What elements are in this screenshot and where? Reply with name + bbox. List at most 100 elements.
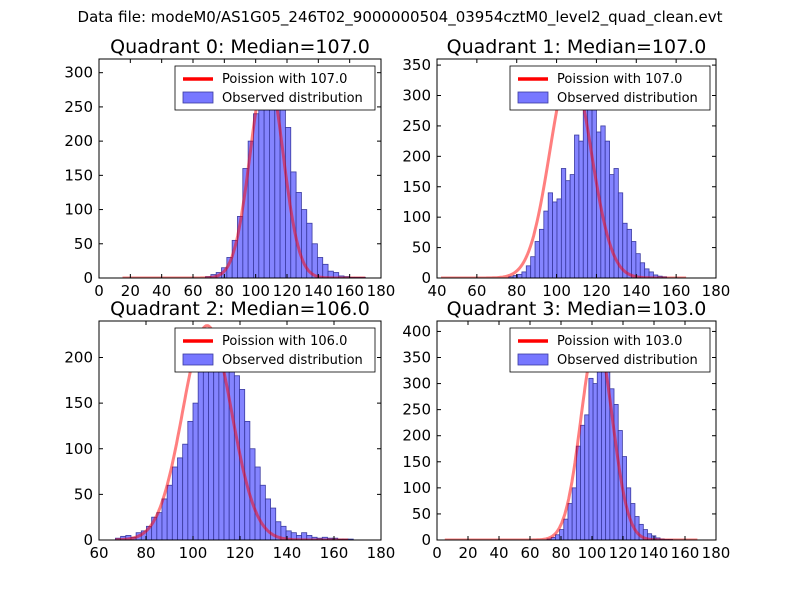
histogram-bar [171, 466, 178, 540]
legend-bar-swatch [182, 91, 214, 104]
histogram-bar [254, 466, 261, 540]
x-tick-label: 40 [152, 282, 171, 300]
x-tick-label: 160 [335, 282, 364, 300]
y-tick-label: 150 [64, 166, 93, 184]
histogram-bar [556, 198, 562, 278]
histogram-bar [569, 174, 575, 278]
chart-title: Quadrant 0: Median=107.0 [110, 36, 370, 58]
y-tick-label: 250 [64, 98, 93, 116]
histogram-bar [539, 228, 545, 278]
histogram-bar [584, 414, 590, 540]
x-tick-label: 100 [578, 544, 607, 562]
legend-bar-swatch [517, 353, 549, 366]
histogram-bar [559, 529, 565, 540]
histogram-bar [202, 357, 209, 540]
x-tick-label: 180 [367, 544, 396, 562]
y-tick-label: 0 [421, 269, 431, 287]
y-tick-label: 50 [74, 485, 93, 503]
x-tick-label: 40 [427, 282, 446, 300]
histogram-bar [565, 180, 571, 278]
x-tick-label: 80 [551, 544, 570, 562]
figure-suptitle: Data file: modeM0/AS1G05_246T02_90000005… [77, 8, 723, 26]
axes-frame [98, 58, 382, 279]
y-tick-label: 100 [402, 208, 431, 226]
histogram-bar [588, 377, 594, 540]
x-tick-label: 180 [702, 544, 731, 562]
x-tick-label: 20 [458, 544, 477, 562]
x-tick-label: 160 [662, 282, 691, 300]
quadrant-0-chart: 0 20 40 60 80 100 120 140 160 1800501001502002503… [64, 36, 395, 300]
histogram-bar [517, 273, 523, 278]
x-tick-label: 180 [367, 282, 396, 300]
y-tick-label: 50 [412, 505, 431, 523]
legend-label: Observed distribution [557, 353, 698, 368]
legend-label: Observed distribution [222, 353, 363, 368]
histogram-bar [574, 134, 580, 278]
y-tick-label: 350 [402, 56, 431, 74]
chart-title: Quadrant 1: Median=107.0 [447, 36, 707, 58]
x-tick-label: 120 [582, 282, 611, 300]
histogram-bar [639, 262, 646, 278]
histogram-bar [604, 140, 610, 278]
quadrant-3-chart: 0 20 40 60 80 100 120 140 160 1800501001502002503… [402, 298, 730, 562]
histogram-bar [322, 263, 329, 278]
y-tick-label: 100 [402, 479, 431, 497]
x-tick-label: 140 [273, 544, 302, 562]
legend: Poission with 107.0 Observed distribution [174, 65, 376, 111]
y-tick-label: 150 [402, 178, 431, 196]
histogram-bar [555, 534, 561, 540]
legend: Poission with 106.0 Observed distribution [174, 327, 376, 373]
y-tick-label: 0 [421, 531, 431, 549]
x-tick-label: 100 [542, 282, 571, 300]
legend-bar-swatch [517, 91, 549, 104]
x-tick-label: 80 [215, 282, 234, 300]
histogram-bar [580, 424, 586, 540]
histogram-bar [530, 256, 536, 278]
histogram-bar [197, 370, 204, 540]
x-tick-label: 160 [671, 544, 700, 562]
legend-label: Poission with 103.0 [557, 334, 682, 349]
x-tick-label: 80 [507, 282, 526, 300]
legend-bar-swatch [182, 353, 214, 366]
x-tick-label: 40 [489, 544, 508, 562]
y-tick-label: 350 [402, 349, 431, 367]
legend-label: Poission with 107.0 [222, 72, 347, 87]
x-tick-label: 100 [179, 544, 208, 562]
histogram-bar [552, 201, 558, 278]
histogram-bar [166, 484, 173, 540]
y-tick-label: 50 [74, 235, 93, 253]
y-tick-label: 50 [412, 239, 431, 257]
histogram-bar [177, 457, 184, 540]
y-tick-label: 250 [402, 117, 431, 135]
y-tick-label: 200 [402, 147, 431, 165]
legend-label: Observed distribution [222, 91, 363, 106]
poisson-curve-line [115, 324, 349, 540]
x-tick-label: 80 [136, 544, 155, 562]
legend-label: Poission with 107.0 [557, 72, 682, 87]
y-tick-label: 300 [64, 64, 93, 82]
x-tick-label: 60 [520, 544, 539, 562]
histogram-bar [592, 383, 598, 540]
histogram-bar [626, 228, 632, 278]
y-tick-label: 250 [402, 401, 431, 419]
y-tick-label: 100 [64, 440, 93, 458]
x-tick-label: 120 [226, 544, 255, 562]
x-tick-label: 60 [467, 282, 486, 300]
chart-title: Quadrant 3: Median=103.0 [447, 298, 707, 320]
legend: Poission with 103.0 Observed distribution [509, 327, 711, 373]
histogram-bar [233, 375, 240, 540]
x-tick-label: 100 [241, 282, 270, 300]
histogram-bar [253, 113, 260, 278]
histogram-bar [187, 420, 194, 540]
histogram-bar [609, 174, 615, 278]
x-tick-label: 140 [640, 544, 669, 562]
x-tick-label: 120 [609, 544, 638, 562]
plot-area [441, 66, 687, 278]
plot-area [115, 324, 354, 540]
histogram-bar [560, 168, 567, 278]
legend-label: Poission with 106.0 [222, 334, 347, 349]
x-tick-label: 0 [94, 282, 104, 300]
x-tick-label: 160 [320, 544, 349, 562]
histogram-bar [525, 265, 532, 278]
